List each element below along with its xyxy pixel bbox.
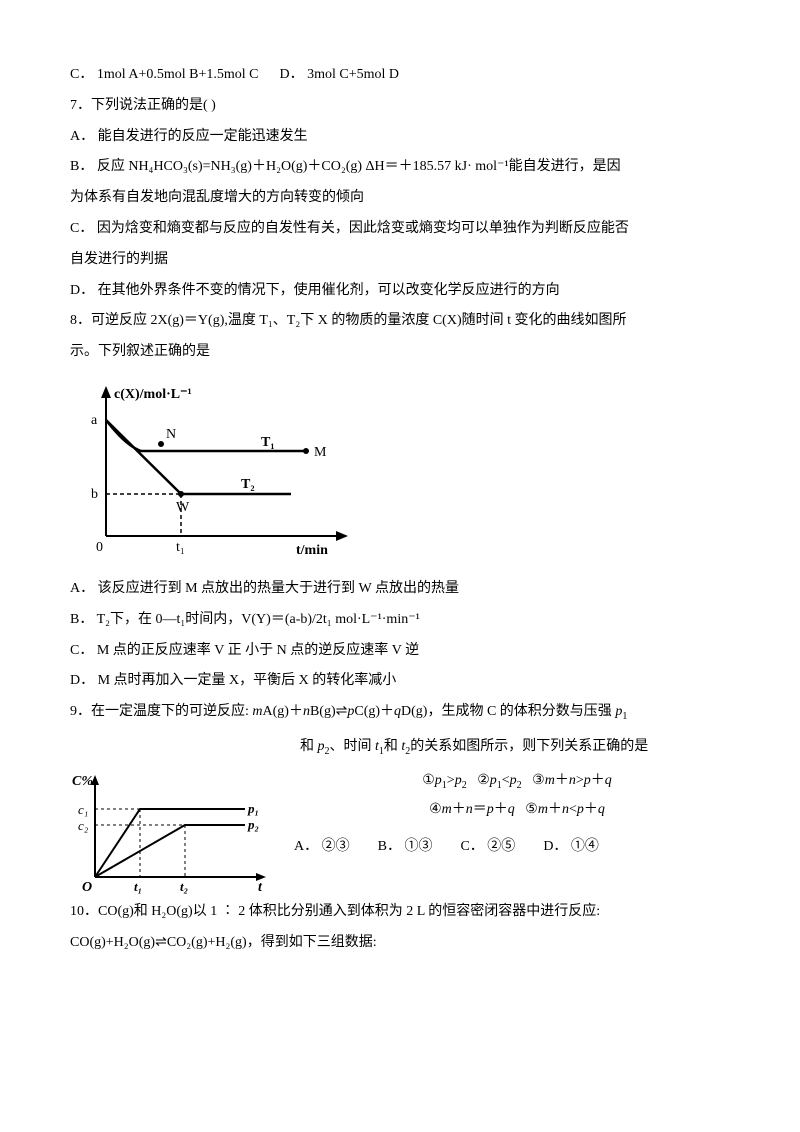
q8-opt-c: C． M 点的正反应速率 V 正 小于 N 点的逆反应速率 V 逆 — [70, 636, 730, 667]
q8-opt-d: D． M 点时再加入一定量 X，平衡后 X 的转化率减小 — [70, 666, 730, 697]
q9-p2: p₂ — [247, 817, 259, 832]
q8-label-M: M — [314, 445, 327, 460]
q9-opt-b: B． ①③ — [378, 832, 433, 863]
q9-stem-l2: 和 p2、时间 t1和 t2的关系如图所示，则下列关系正确的是 — [300, 732, 648, 763]
q8-label-T1: T₁ — [261, 435, 275, 450]
q7-opt-a: A． 能自发进行的反应一定能迅速发生 — [70, 122, 730, 153]
q10-stem-l1: 10．CO(g)和 H₂O(g)以 1 ∶ 2 体积比分别通入到体积为 2 L … — [70, 897, 730, 928]
q9-c2: c₂ — [78, 818, 89, 833]
q9-ylabel: C% — [72, 774, 93, 789]
q7-opt-b-l2: 为体系有自发地向混乱度增大的方向转变的倾向 — [70, 183, 730, 214]
q6-opt-d: D． 3mol C+5mol D — [279, 67, 399, 82]
q8-label-a: a — [91, 413, 98, 428]
q8-ylabel: c(X)/mol·L⁻¹ — [114, 387, 192, 402]
q8-label-t1: t₁ — [176, 540, 185, 555]
q7-opt-d: D． 在其他外界条件不变的情况下，使用催化剂，可以改变化学反应进行的方向 — [70, 276, 730, 307]
q8-stem-l2: 示。下列叙述正确的是 — [70, 337, 730, 368]
q9-options-block: ①p1>p2 ②p1<p2 ③m＋n>p＋q ④m＋n＝p＋q ⑤m＋n<p＋q… — [280, 767, 730, 863]
q8-label-b: b — [91, 487, 98, 502]
q9-opt-c: C． ②⑤ — [460, 832, 515, 863]
q7-opt-c-l1: C． 因为焓变和熵变都与反应的自发性有关，因此焓变或熵变均可以单独作为判断反应能… — [70, 214, 730, 245]
q9-opt-a: A． ②③ — [294, 832, 350, 863]
q6-opt-c: C． 1mol A+0.5mol B+1.5mol C — [70, 67, 258, 82]
q8-xlabel: t/min — [296, 543, 328, 558]
q8-opt-a: A． 该反应进行到 M 点放出的热量大于进行到 W 点放出的热量 — [70, 574, 730, 605]
q7-opt-c-l2: 自发进行的判据 — [70, 245, 730, 276]
q8-opt-b: B． T₂下，在 0—t₁时间内，V(Y)＝(a-b)/2t₁ mol·L⁻¹·… — [70, 605, 730, 636]
q6-options-tail: C． 1mol A+0.5mol B+1.5mol C D． 3mol C+5m… — [70, 60, 730, 91]
q7-opt-b-l1: B． 反应 NH₄HCO₃(s)=NH₃(g)＋H₂O(g)＋CO₂(g) ΔH… — [70, 152, 730, 183]
q9-c1: c₁ — [78, 802, 88, 817]
q9-figure-row: C% c₁ c₂ O t₁ t₂ t p₁ p₂ ①p1>p2 ②p1<p2 ③… — [70, 767, 730, 897]
q9-opt-d: D． ①④ — [543, 832, 599, 863]
q7-stem: 7．下列说法正确的是( ) — [70, 91, 730, 122]
q9-stem-l1: 9．在一定温度下的可逆反应: mA(g)＋nB(g)⇌pC(g)＋qD(g)，生… — [70, 697, 730, 728]
q10-stem-l2: CO(g)+H₂O(g)⇌CO₂(g)+H₂(g)，得到如下三组数据: — [70, 928, 730, 959]
q9-t2: t₂ — [180, 879, 188, 894]
q9-circled-l2: ④m＋n＝p＋q ⑤m＋n<p＋q — [304, 796, 730, 824]
q8-label-W: W — [176, 500, 190, 515]
q9-circled-l1: ①p1>p2 ②p1<p2 ③m＋n>p＋q — [304, 767, 730, 796]
q9-p1: p₁ — [247, 801, 259, 816]
q9-xlabel: t — [258, 880, 263, 895]
q9-chart: C% c₁ c₂ O t₁ t₂ t p₁ p₂ — [70, 767, 280, 897]
q9-t1: t₁ — [134, 879, 142, 894]
q8-label-T2: T₂ — [241, 477, 255, 492]
q8-chart: a M T₁ N W T₂ b t₁ 0 c(X)/mol·L⁻¹ t/min — [66, 376, 366, 566]
q8-label-O: 0 — [96, 540, 103, 555]
q8-stem-l1: 8．可逆反应 2X(g)＝Y(g),温度 T₁、T₂下 X 的物质的量浓度 C(… — [70, 306, 730, 337]
q9-O: O — [82, 880, 92, 895]
q8-label-N: N — [166, 427, 176, 442]
